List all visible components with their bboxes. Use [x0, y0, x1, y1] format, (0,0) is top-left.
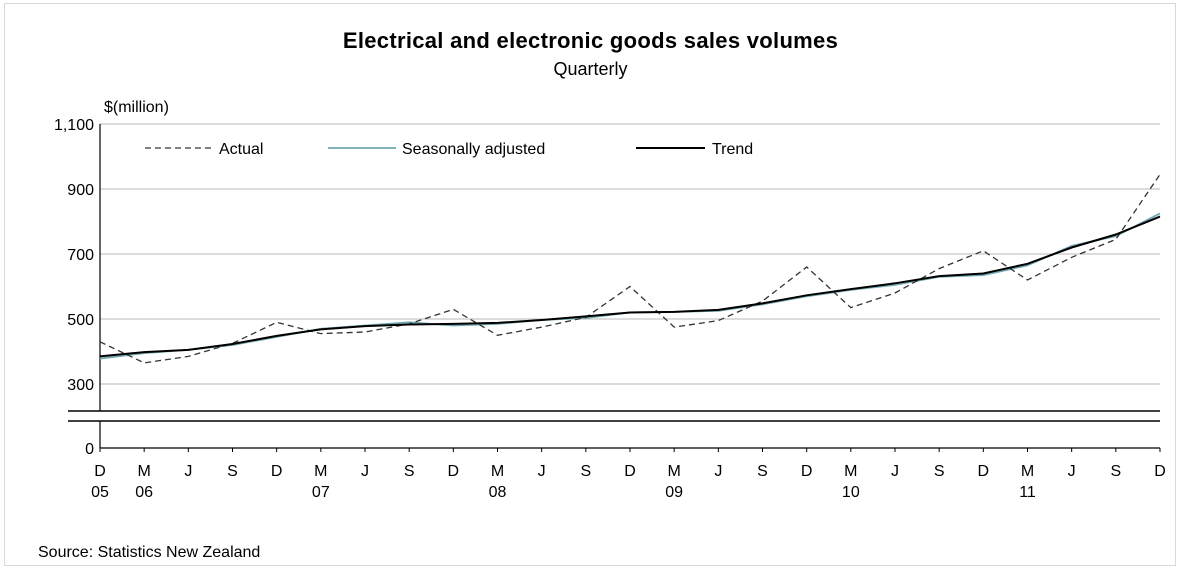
x-tick-label: M	[1021, 463, 1034, 480]
y-tick-labels: 0 300 500 700 900 1,100	[54, 117, 94, 458]
x-year-label: 07	[312, 484, 330, 501]
legend-label: Actual	[219, 141, 263, 158]
x-tick-label: D	[271, 463, 283, 480]
x-tick-label: J	[538, 463, 546, 480]
x-year-label: 10	[842, 484, 860, 501]
x-year-label: 09	[665, 484, 683, 501]
y-tick-label: 700	[67, 247, 94, 264]
x-year-label: 11	[1019, 484, 1036, 501]
series-line-trend	[99, 215, 1161, 358]
gridlines	[100, 123, 1160, 385]
y-axis-label: $(million)	[104, 99, 169, 116]
y-tick-label: 500	[67, 312, 94, 329]
x-tick-label: M	[491, 463, 504, 480]
x-tick-label: S	[757, 463, 768, 480]
series-lines	[99, 174, 1161, 364]
x-tick-label: D	[624, 463, 636, 480]
chart-frame	[4, 3, 1176, 566]
x-year-label: 05	[91, 484, 109, 501]
x-tick-label: D	[94, 463, 106, 480]
x-tick-label: S	[404, 463, 415, 480]
x-year-label: 06	[135, 484, 153, 501]
y-tick-label: 300	[67, 377, 94, 394]
x-tick-label: J	[184, 463, 192, 480]
x-tick-label: S	[580, 463, 591, 480]
x-year-label: 08	[489, 484, 507, 501]
x-tick-label: D	[1154, 463, 1166, 480]
axes	[68, 124, 1161, 452]
y-tick-label: 0	[85, 441, 94, 458]
x-tick-label: S	[934, 463, 945, 480]
x-tick-label: S	[1110, 463, 1121, 480]
legend: Actual Seasonally adjusted Trend	[145, 141, 753, 158]
legend-label: Seasonally adjusted	[402, 141, 545, 158]
y-tick-label: 900	[67, 182, 94, 199]
y-tick-label: 1,100	[54, 117, 94, 134]
legend-label: Trend	[712, 141, 753, 158]
source-note: Source: Statistics New Zealand	[38, 544, 261, 561]
x-tick-label: M	[668, 463, 681, 480]
series-line-actual	[99, 174, 1161, 364]
x-tick-label: D	[801, 463, 813, 480]
x-tick-label: M	[314, 463, 327, 480]
x-tick-labels: D M J S D M J S D M J S D M J S D M J S D M J S D 05 06 07 08 09 10 11	[91, 463, 1166, 501]
chart-subtitle: Quarterly	[553, 59, 628, 79]
x-tick-label: D	[448, 463, 460, 480]
x-tick-label: M	[138, 463, 151, 480]
x-tick-label: J	[714, 463, 722, 480]
x-tick-label: J	[361, 463, 369, 480]
x-tick-label: D	[978, 463, 990, 480]
x-tick-label: M	[844, 463, 857, 480]
x-tick-label: J	[891, 463, 899, 480]
chart-title: Electrical and electronic goods sales vo…	[342, 28, 839, 53]
x-tick-label: J	[1068, 463, 1076, 480]
x-tick-label: S	[227, 463, 238, 480]
